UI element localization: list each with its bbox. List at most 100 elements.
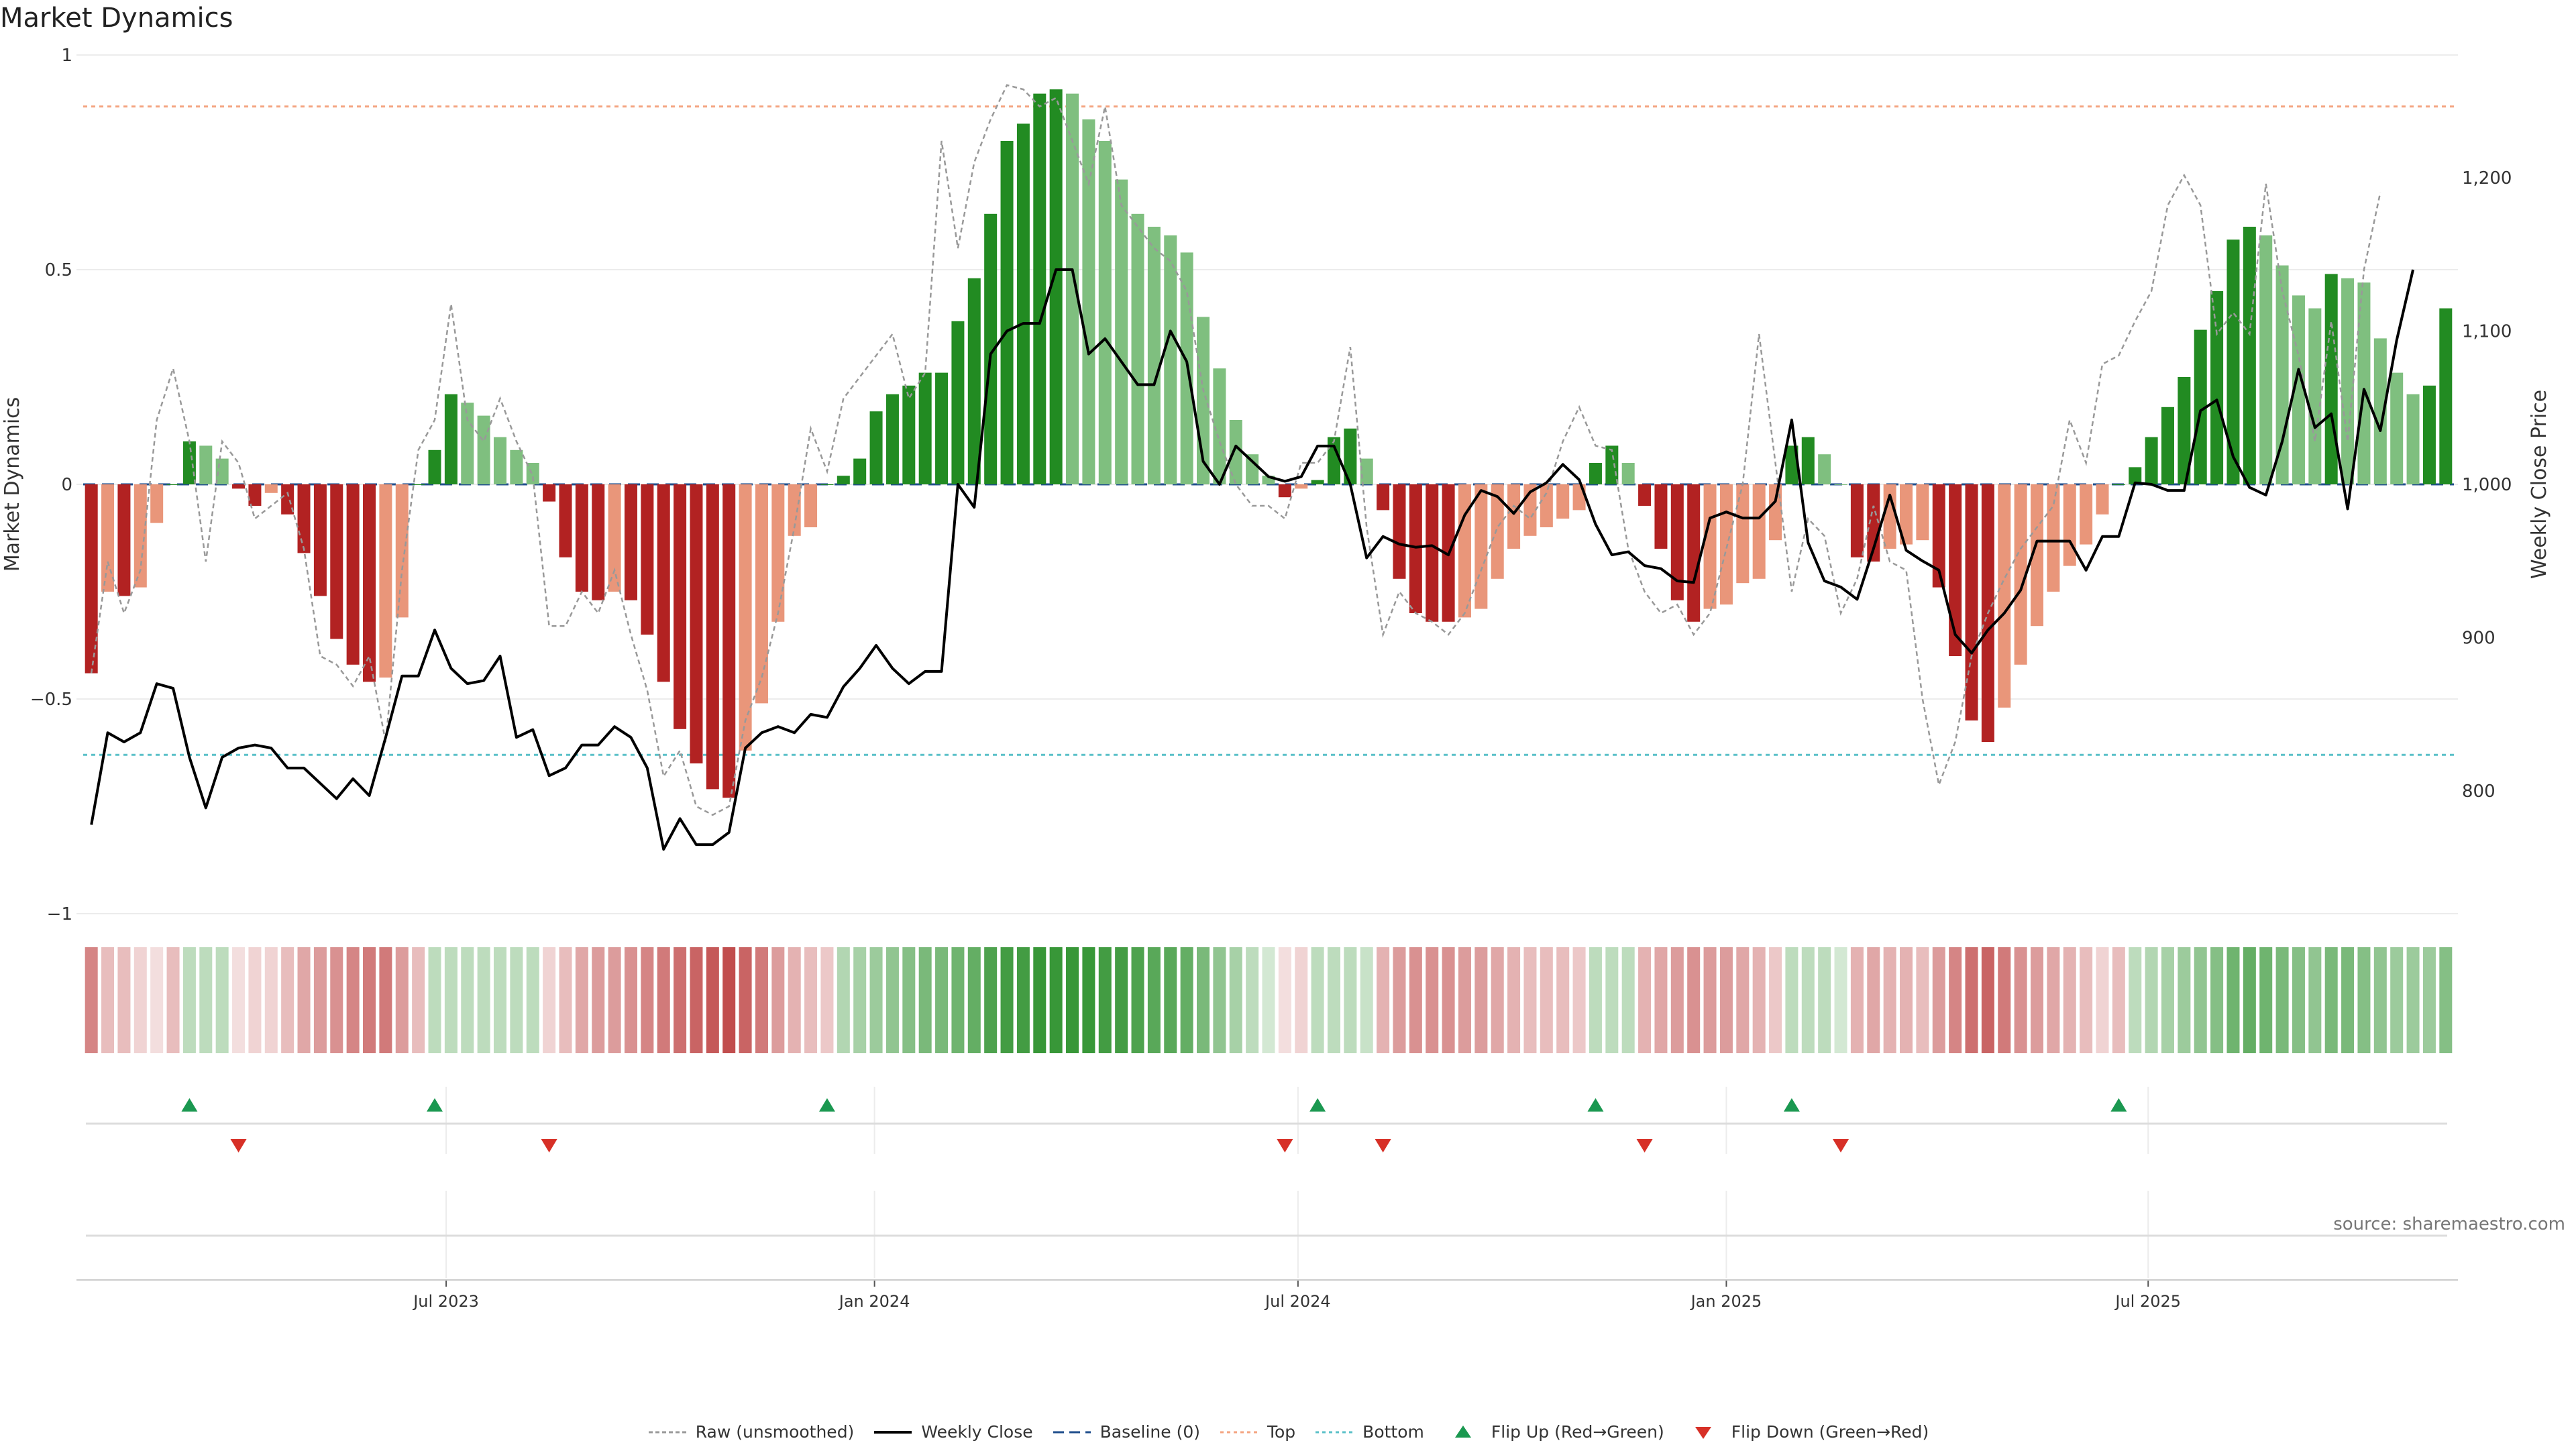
strength-cell [592,947,605,1053]
strength-cell [1785,947,1799,1053]
dynamics-bar [690,484,703,763]
strength-cell [1311,947,1324,1053]
strength-cell [1605,947,1619,1053]
strength-cell [166,947,180,1053]
y-tick-label: −0.5 [30,690,72,710]
strength-cell [2145,947,2158,1053]
dynamics-bar [885,394,899,484]
strength-cell [1687,947,1701,1053]
x-tick-label: Jan 2025 [1690,1292,1762,1311]
dynamics-bar [182,441,196,484]
strength-cell [1654,947,1668,1053]
strength-cell [1229,947,1242,1053]
flip-down-marker [1636,1139,1653,1152]
strength-cell [1507,947,1521,1053]
dynamics-bar [477,415,490,484]
strength-cell [1458,947,1471,1053]
dynamics-bar [2357,282,2371,484]
strength-cell [2096,947,2109,1053]
strength-cell [1049,947,1063,1053]
dynamics-bar [428,449,441,484]
dynamics-bar [1115,179,1128,484]
dynamics-bar [641,484,654,635]
dynamics-bar [1883,484,1896,549]
strength-cell [510,947,523,1053]
dynamics-bar [1033,93,1046,485]
dynamics-bar [1213,368,1226,484]
y2-tick-label: 900 [2462,629,2496,649]
dynamics-bar [2373,338,2387,484]
strength-cell [297,947,311,1053]
y-axis-label: Market Dynamics [1,397,24,572]
strength-cell [951,947,965,1053]
strength-cell [2406,947,2420,1053]
dynamics-bar [1916,484,1929,541]
strength-cell [1344,947,1357,1053]
strength-cell [1589,947,1602,1053]
strength-cell [1572,947,1586,1053]
strength-cell [657,947,670,1053]
strength-cell [2178,947,2191,1053]
dynamics-bar [788,484,801,536]
dynamics-bar [412,484,425,485]
strength-cell [869,947,883,1053]
dynamics-bar [1589,463,1602,484]
strength-cell [935,947,949,1053]
strength-cell [755,947,768,1053]
strength-cell [85,947,98,1053]
strength-cell [101,947,115,1053]
strength-cell [1556,947,1570,1053]
strength-cell [281,947,294,1053]
y2-tick-label: 800 [2462,782,2496,802]
x-tick-label: Jul 2023 [412,1292,479,1311]
dynamics-bar [1556,484,1570,519]
y-tick-label: −1 [47,904,72,924]
dynamics-bar [232,484,246,489]
dynamics-bar [1965,484,1978,720]
strength-cell [461,947,474,1053]
dynamics-bar [853,458,867,484]
strength-cell [477,947,490,1053]
strength-cell [1621,947,1635,1053]
strength-cell [837,947,850,1053]
dynamics-bar [215,458,229,484]
strength-cell [1180,947,1193,1053]
strength-cell [2439,947,2453,1053]
dynamics-bar [2210,291,2224,484]
dynamics-bar [379,484,392,678]
legend-label: Flip Up (Red→Green) [1491,1422,1664,1442]
dynamics-bar [2063,484,2076,566]
dynamics-bar [1474,484,1488,609]
legend-swatch [1053,1431,1091,1433]
strength-cell [428,947,441,1053]
dynamics-bar [2161,407,2174,484]
strength-cell [2357,947,2371,1053]
flip-down-marker [1833,1139,1849,1152]
strength-cell [1703,947,1717,1053]
x-tick-label: Jul 2025 [2114,1292,2181,1311]
dynamics-bar [1426,484,1439,622]
legend-item-baseline: Baseline (0) [1052,1422,1200,1442]
dynamics-bar [2390,372,2404,484]
strength-cell [853,947,867,1053]
y2-tick-label: 1,000 [2462,475,2512,495]
dynamics-bar [1932,484,1945,588]
y-tick-label: 0 [61,475,72,495]
weekly-close-line [90,268,2415,851]
dynamics-bar [1360,458,1373,484]
strength-cell [215,947,229,1053]
dynamics-bar [820,484,834,485]
legend-item-top: Top [1219,1422,1295,1442]
dynamics-bar [967,278,981,484]
strength-cell [1540,947,1553,1053]
flip-up-marker [1587,1098,1604,1112]
dynamics-bar [1949,484,1962,656]
dynamics-bar [346,484,360,665]
strength-cell [1932,947,1945,1053]
legend-swatch [648,1431,686,1433]
strength-cell [1262,947,1275,1053]
strength-cell [575,947,588,1053]
flip-markers [181,1098,2127,1152]
dynamics-bar [2406,394,2420,484]
strength-cell [2030,947,2044,1053]
